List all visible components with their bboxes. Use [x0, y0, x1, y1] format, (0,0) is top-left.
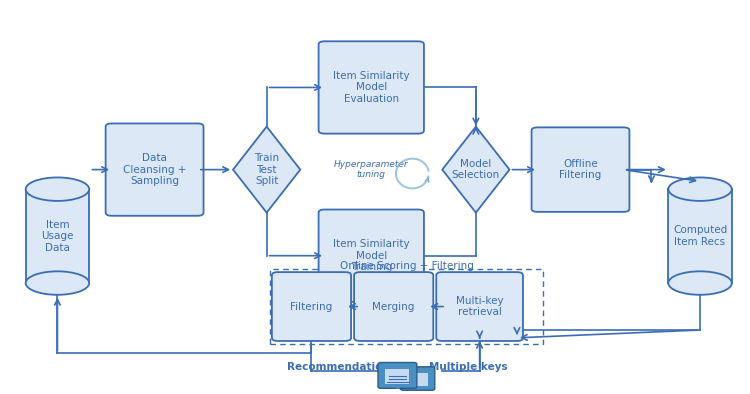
FancyBboxPatch shape: [668, 189, 732, 283]
Text: Filtering: Filtering: [290, 301, 332, 312]
Text: Item Similarity
Model
Evaluation: Item Similarity Model Evaluation: [333, 71, 410, 104]
Text: Item Similarity
Model
Training: Item Similarity Model Training: [333, 239, 410, 272]
Text: Multi-key
retrieval: Multi-key retrieval: [456, 296, 503, 317]
FancyBboxPatch shape: [106, 123, 203, 216]
FancyBboxPatch shape: [354, 272, 434, 341]
Ellipse shape: [26, 177, 89, 201]
Ellipse shape: [668, 177, 732, 201]
FancyBboxPatch shape: [532, 127, 629, 212]
Ellipse shape: [668, 271, 732, 295]
Text: Offline
Filtering: Offline Filtering: [560, 159, 602, 180]
FancyBboxPatch shape: [407, 373, 428, 386]
Text: Model
Selection: Model Selection: [452, 159, 500, 180]
Ellipse shape: [26, 271, 89, 295]
FancyBboxPatch shape: [26, 189, 89, 283]
FancyBboxPatch shape: [378, 362, 417, 388]
Polygon shape: [233, 126, 300, 213]
Text: Online Scoring + Filtering: Online Scoring + Filtering: [340, 261, 474, 271]
Text: Train
Test
Split: Train Test Split: [254, 153, 279, 186]
FancyBboxPatch shape: [272, 272, 351, 341]
Text: Hyperparameter
tuning: Hyperparameter tuning: [334, 160, 409, 179]
Text: Multiple keys: Multiple keys: [429, 362, 508, 372]
Text: Item
Usage
Data: Item Usage Data: [41, 219, 74, 253]
FancyBboxPatch shape: [400, 367, 435, 390]
FancyBboxPatch shape: [436, 272, 523, 341]
Text: Computed
Item Recs: Computed Item Recs: [673, 225, 728, 247]
FancyBboxPatch shape: [386, 369, 410, 384]
Text: Merging: Merging: [373, 301, 415, 312]
Text: Recommendations: Recommendations: [287, 362, 396, 372]
FancyBboxPatch shape: [319, 210, 424, 302]
Text: Data
Cleansing +
Sampling: Data Cleansing + Sampling: [123, 153, 186, 186]
Polygon shape: [442, 126, 509, 213]
FancyBboxPatch shape: [319, 41, 424, 134]
